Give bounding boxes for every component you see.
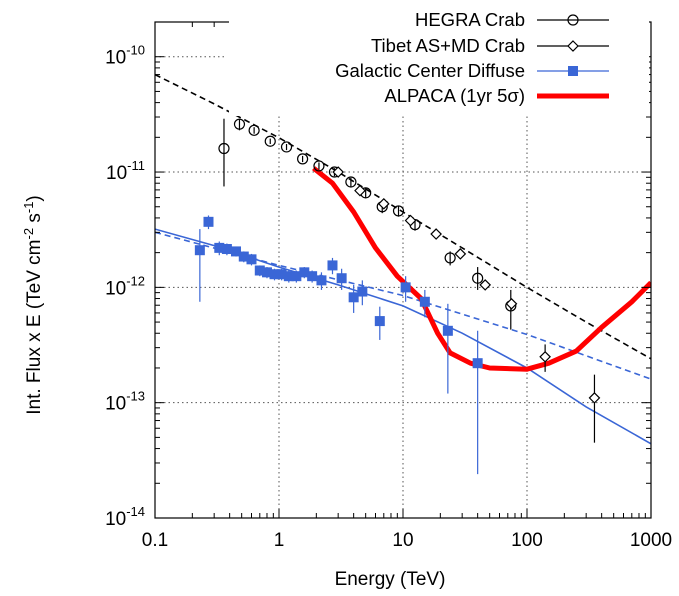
gc-diffuse-point — [442, 325, 453, 336]
gc-diffuse-point — [194, 245, 205, 256]
gc-diffuse-point — [472, 358, 483, 369]
tibet-crab-point — [479, 279, 492, 291]
gc-diffuse-point — [261, 267, 272, 278]
gc-diffuse-point — [336, 273, 347, 284]
y-axis-title-mid: s — [24, 213, 45, 228]
hegra-crab-point — [233, 118, 246, 130]
legend-label: Tibet AS+MD Crab — [371, 35, 525, 56]
alpaca-sensitivity-curve — [312, 166, 651, 372]
hegra-crab-point — [345, 176, 357, 188]
hegra-crab-point — [248, 124, 260, 136]
gc-diffuse-point — [419, 296, 430, 307]
y-tick-label: 10-10 — [105, 43, 145, 69]
gc-diffuse-point — [230, 246, 241, 257]
legend-swatch-marker — [567, 40, 579, 52]
x-tick-label: 0.1 — [142, 530, 168, 551]
hegra-crab-point — [444, 252, 456, 264]
hegra-crab-point — [472, 272, 484, 284]
gc-diffuse-point — [269, 269, 280, 280]
x-tick-labels: 0.1 1 10 100 1000 — [142, 530, 672, 551]
x-tick-label: 100 — [511, 530, 543, 551]
tibet-crab-point — [377, 197, 390, 210]
x-tick-label: 1 — [274, 530, 285, 551]
tibet-crab-point — [404, 214, 417, 227]
hegra-crab-point — [392, 205, 405, 217]
y-tick-label: 10-11 — [106, 158, 145, 184]
tibet-crab-point — [430, 228, 442, 240]
gc-diffuse-point — [246, 254, 257, 265]
y-tick-label: 10-13 — [105, 389, 145, 415]
legend-label: HEGRA Crab — [415, 9, 525, 30]
tibet-crab-point — [505, 297, 518, 310]
x-tick-label: 1000 — [630, 530, 672, 551]
tibet-crab-point — [354, 184, 366, 197]
data-points — [194, 118, 601, 475]
gc-diffuse-point — [348, 292, 359, 303]
tibet-crab-point — [332, 166, 345, 178]
hegra-crab-point — [313, 160, 325, 172]
gc-diffuse-point — [400, 282, 411, 293]
gc-diffuse-point — [276, 269, 287, 280]
gc-diffuse-point — [221, 244, 232, 255]
y-axis-title: Int. Flux x E (TeV cm-2 s-1) — [21, 195, 45, 415]
y-axis-title-suffix: ) — [24, 195, 45, 201]
y-axis-title-exp1: -2 — [21, 228, 36, 240]
legend-swatch-marker — [568, 66, 578, 76]
gc-diffuse-point — [307, 271, 318, 282]
tibet-crab-point — [539, 350, 551, 363]
fit-lines — [155, 73, 651, 445]
y-axis-title-prefix: Int. Flux x E (TeV cm — [24, 239, 45, 414]
gc-diffuse-point — [316, 275, 327, 286]
y-tick-label: 10-14 — [105, 504, 145, 530]
gc-diffuse-point — [299, 267, 310, 278]
gc-diffuse-point — [214, 242, 225, 253]
gc-diffuse-point — [238, 251, 249, 262]
gc-diffuse-point — [327, 260, 338, 271]
y-tick-labels: 10-14 10-13 10-12 10-11 10-10 — [105, 43, 145, 530]
alpaca-line — [312, 166, 651, 372]
legend-label: Galactic Center Diffuse — [335, 60, 525, 81]
x-axis-title: Energy (TeV) — [335, 569, 446, 590]
gc-diffuse-point — [254, 265, 265, 276]
legend-label: ALPACA (1yr 5σ) — [384, 85, 525, 106]
legend-swatch-marker — [567, 14, 579, 26]
gc-diffuse-point — [291, 271, 302, 282]
gc-diffuse-point — [374, 316, 385, 327]
y-axis-title-exp2: -1 — [21, 202, 36, 214]
tibet-crab-point — [454, 248, 467, 260]
gc-diffuse-point — [357, 286, 368, 297]
hegra-crab-point — [218, 142, 230, 155]
legend: HEGRA Crab Tibet AS+MD Crab Galactic Cente… — [229, 6, 649, 116]
hegra-crab-point — [280, 141, 293, 153]
y-tick-label: 10-12 — [105, 273, 145, 299]
gc-diffuse-point — [203, 216, 214, 227]
hegra-crab-point — [264, 135, 276, 147]
hegra-crab-point — [297, 153, 309, 165]
x-tick-label: 10 — [392, 530, 413, 551]
gc-diffuse-point — [283, 271, 294, 282]
tibet-crab-point — [588, 392, 601, 404]
